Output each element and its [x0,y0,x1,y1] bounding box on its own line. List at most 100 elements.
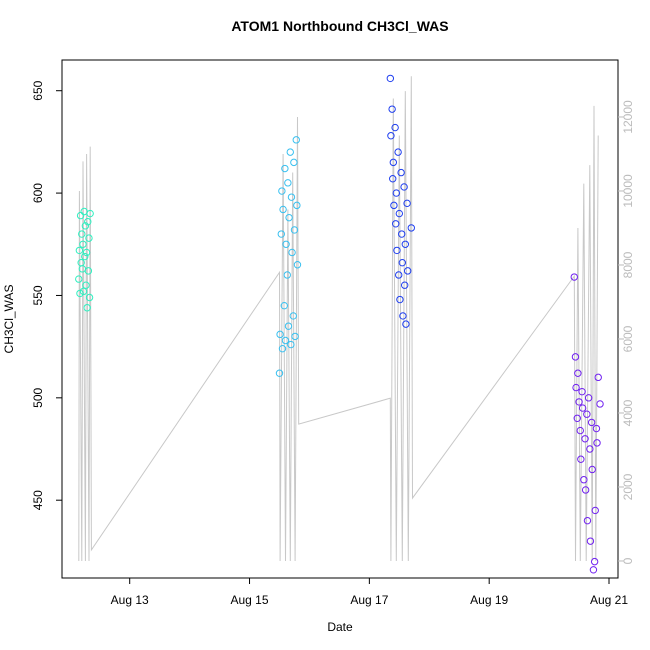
point [85,234,93,242]
point [288,248,296,257]
point [398,258,407,267]
point [79,287,88,296]
point [403,199,411,208]
point [596,400,604,408]
x-tick-label: Aug 15 [231,593,269,607]
point [570,273,578,281]
point [286,148,294,156]
y2-tick-label: 8000 [621,251,635,278]
point [282,240,290,248]
y-axis-title: CH3Cl_WAS [2,285,16,354]
point [284,322,293,330]
point [580,476,588,484]
y2-tick-label: 10000 [621,174,635,208]
point [404,267,412,275]
point [81,222,90,230]
point [402,320,410,328]
point [76,211,85,220]
point [591,506,599,515]
point [592,424,601,433]
point [290,226,299,234]
y2-tick-label: 0 [621,557,635,564]
y2-tick-label: 4000 [621,399,635,426]
point [278,187,286,195]
point [395,271,403,279]
y-tick-label: 600 [31,183,45,203]
point [584,394,593,402]
point [387,132,395,140]
y-tick-label: 500 [31,387,45,407]
point [85,293,94,302]
y-tick-label: 450 [31,490,45,510]
point [279,205,287,214]
point [574,369,582,377]
point [386,74,395,83]
y-tick-label: 550 [31,285,45,305]
point [82,248,91,257]
point [280,301,288,310]
point [277,230,285,238]
point [392,220,400,228]
point [396,295,404,304]
point [586,445,594,453]
x-tick-label: Aug 21 [590,593,628,607]
point [583,516,592,525]
point [78,230,86,238]
point [398,230,406,238]
point [401,240,410,248]
point [397,168,405,177]
point [81,252,89,261]
point [284,179,292,187]
point [571,353,580,361]
point [292,136,300,144]
point [583,410,591,418]
point [394,148,402,156]
point [575,398,583,406]
point [278,344,287,353]
point [290,158,298,167]
plot-frame [61,59,619,579]
point [578,387,586,396]
x-tick-label: Aug 13 [111,593,149,607]
y-tick-label: 650 [31,80,45,100]
point [293,261,302,269]
point [593,439,601,447]
point [588,465,596,474]
point [576,426,584,435]
point [75,246,84,255]
point [581,435,589,443]
point [389,158,398,167]
point [392,189,401,197]
point [275,369,284,377]
point [76,289,84,298]
point [586,537,595,545]
point [400,183,408,191]
point [79,240,87,248]
point [276,330,284,339]
point [75,275,83,283]
point [587,418,596,427]
point [293,201,301,210]
point [388,105,396,113]
point [287,193,296,201]
y2-tick-label: 6000 [621,325,635,352]
point [590,557,599,566]
point [395,209,404,218]
point [287,340,295,349]
point [291,332,299,341]
point [281,164,289,173]
point [84,267,93,275]
point [86,209,94,218]
chart-title: ATOM1 Northbound CH3Cl_WAS [231,18,448,34]
point [594,373,602,382]
x-tick-label: Aug 19 [470,593,508,607]
point [572,383,580,392]
point [393,246,401,255]
point [289,312,297,320]
y2-tick-label: 2000 [621,473,635,500]
x-axis-title: Date [327,620,353,634]
point [589,566,598,574]
point [578,404,587,412]
altitude-line [78,76,599,562]
